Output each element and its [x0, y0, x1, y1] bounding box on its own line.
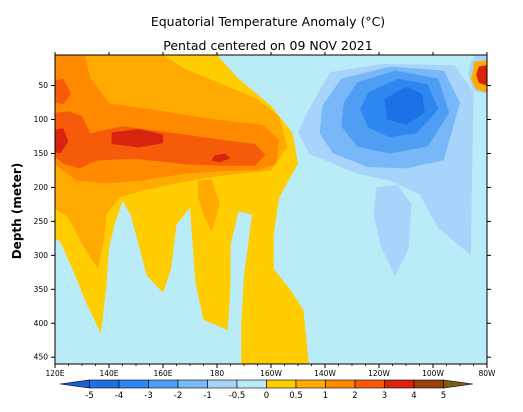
- x-tick-label: 100W: [422, 369, 444, 378]
- colorbar-bin: [325, 379, 356, 389]
- colorbar-bin: [236, 379, 267, 389]
- x-tick-label: 160E: [153, 369, 172, 378]
- colorbar-bin: [177, 379, 208, 389]
- colorbar-tick-label: 4: [411, 391, 416, 401]
- anomaly-region-18: [476, 65, 487, 86]
- colorbar-bin: [118, 379, 149, 389]
- x-tick-label: 80W: [479, 369, 497, 378]
- anomaly-region-15: [211, 153, 231, 163]
- colorbar-tick-label: -2: [174, 391, 182, 401]
- colorbar-bin: [413, 379, 444, 389]
- colorbar-bin: [59, 379, 90, 389]
- anomaly-region-2: [373, 184, 412, 276]
- y-tick-label: 100: [34, 115, 49, 124]
- x-axis: 120E 140E 160E 180 160W 140W 120W 100W 80W: [45, 52, 496, 378]
- y-tick-label: 350: [34, 285, 49, 294]
- colorbar-tick-label: 0.5: [289, 391, 303, 401]
- colorbar-bin: [148, 379, 179, 389]
- chart-subtitle: Pentad centered on 09 NOV 2021: [163, 38, 372, 53]
- y-tick-label: 450: [34, 353, 49, 362]
- x-tick-label: 120W: [368, 369, 390, 378]
- anomaly-region-9: [198, 179, 220, 232]
- y-tick-label: 150: [34, 149, 49, 158]
- y-tick-label: 250: [34, 217, 49, 226]
- colorbar-tick-label: -5: [85, 391, 93, 401]
- colorbar: -5 -4 -3 -2 -1 -0.5 0 0.5 1 2 3 4 5: [59, 379, 474, 401]
- heatmap-regions: [55, 55, 487, 364]
- colorbar-bin: [443, 379, 474, 389]
- colorbar-bin: [354, 379, 385, 389]
- anomaly-region-14: [55, 128, 69, 154]
- colorbar-tick-label: 5: [441, 391, 446, 401]
- colorbar-tick-label: 3: [382, 391, 387, 401]
- x-tick-label: 180: [210, 369, 225, 378]
- chart-title: Equatorial Temperature Anomaly (°C): [151, 14, 385, 29]
- colorbar-tick-label: -3: [144, 391, 152, 401]
- colorbar-tick-label: -1: [203, 391, 211, 401]
- anomaly-region-12: [55, 78, 72, 105]
- colorbar-bin: [295, 379, 326, 389]
- colorbar-tick-label: -4: [115, 391, 123, 401]
- colorbar-bin: [266, 379, 297, 389]
- anomaly-region-13: [111, 129, 163, 148]
- colorbar-bin: [384, 379, 415, 389]
- y-tick-label: 50: [38, 81, 48, 90]
- x-tick-label: 140E: [99, 369, 118, 378]
- y-tick-label: 300: [34, 251, 49, 260]
- y-tick-label: 400: [34, 319, 49, 328]
- x-tick-label: 120E: [45, 369, 64, 378]
- y-axis-label: Depth (meter): [10, 163, 24, 260]
- colorbar-tick-label: -0.5: [229, 391, 246, 401]
- colorbar-tick-label: 2: [352, 391, 357, 401]
- anomaly-region-6: [384, 86, 425, 125]
- y-axis: 50 100 150 200 250 300 350 400 450: [34, 81, 491, 362]
- colorbar-bin: [207, 379, 238, 389]
- x-tick-label: 140W: [314, 369, 336, 378]
- x-tick-label: 160W: [260, 369, 282, 378]
- y-tick-label: 200: [34, 183, 49, 192]
- colorbar-tick-label: 1: [323, 391, 328, 401]
- colorbar-bin: [89, 379, 120, 389]
- colorbar-tick-label: 0: [264, 391, 269, 401]
